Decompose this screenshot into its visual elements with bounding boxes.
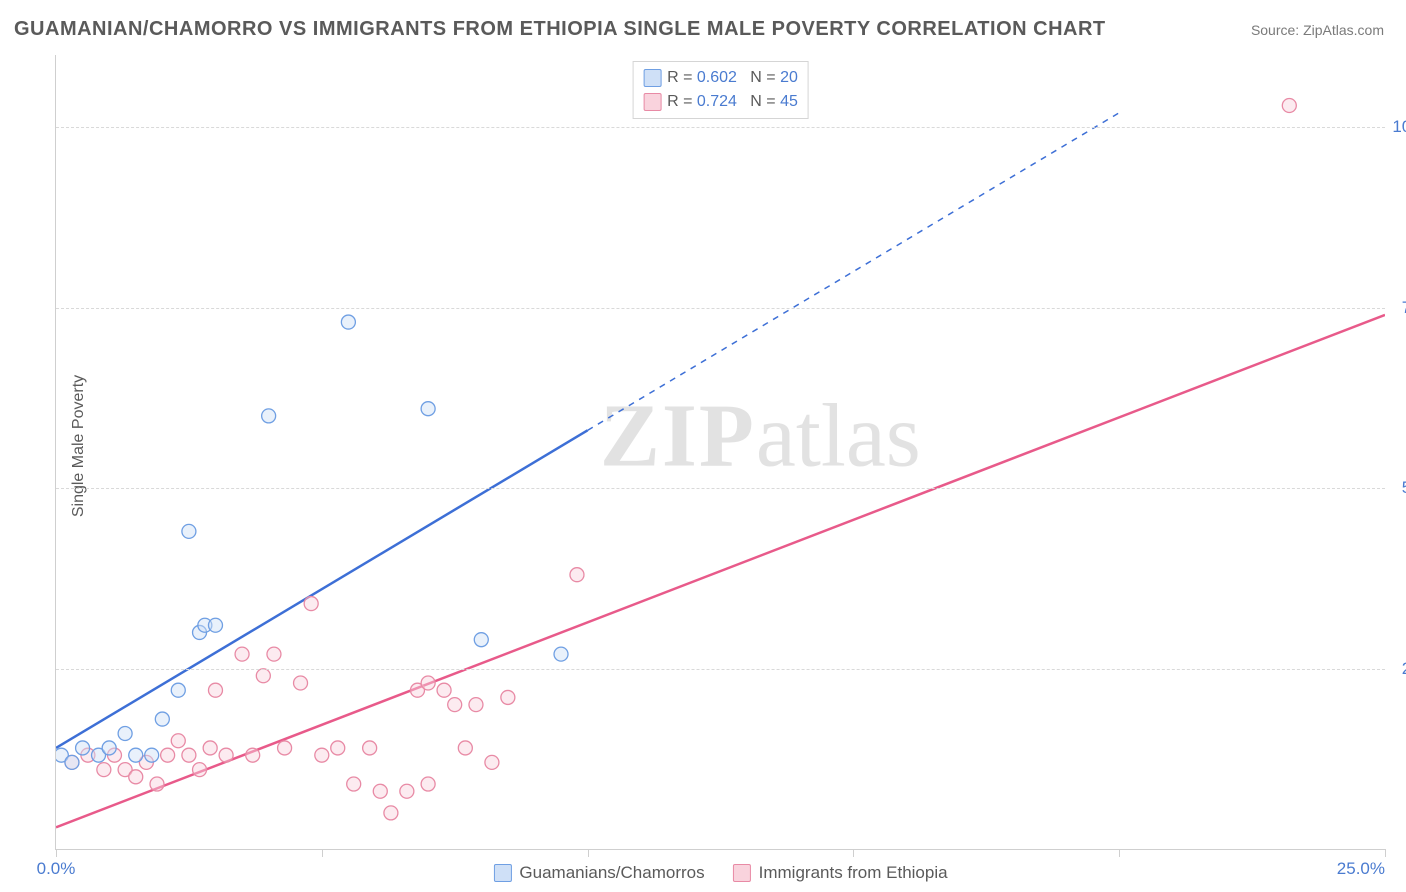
- gridline: [56, 488, 1385, 489]
- y-tick-label: 75.0%: [1402, 298, 1406, 318]
- legend-row: R = 0.724 N = 45: [643, 90, 798, 114]
- legend-item-label: Guamanians/Chamorros: [519, 863, 704, 883]
- source-label: Source: ZipAtlas.com: [1251, 22, 1384, 38]
- legend-swatch-icon: [643, 93, 661, 111]
- x-tick: [1119, 849, 1121, 857]
- x-tick: [1385, 849, 1387, 857]
- plot-area: ZIPatlas R = 0.602 N = 20 R = 0.724 N = …: [55, 55, 1385, 850]
- legend-item: Guamanians/Chamorros: [493, 863, 704, 883]
- y-tick-label: 25.0%: [1402, 659, 1406, 679]
- gridline: [56, 308, 1385, 309]
- x-tick: [853, 849, 855, 857]
- x-tick-label: 25.0%: [1337, 859, 1385, 879]
- legend-swatch-icon: [643, 69, 661, 87]
- scatter-svg: [56, 55, 1385, 849]
- gridline: [56, 669, 1385, 670]
- x-tick: [588, 849, 590, 857]
- legend-item-label: Immigrants from Ethiopia: [759, 863, 948, 883]
- legend-text: R = 0.724 N = 45: [667, 90, 798, 114]
- x-tick: [56, 849, 58, 857]
- legend-row: R = 0.602 N = 20: [643, 66, 798, 90]
- legend-swatch-icon: [493, 864, 511, 882]
- correlation-legend: R = 0.602 N = 20 R = 0.724 N = 45: [632, 61, 809, 119]
- legend-text: R = 0.602 N = 20: [667, 66, 798, 90]
- series-legend: Guamanians/Chamorros Immigrants from Eth…: [493, 863, 947, 883]
- chart-container: GUAMANIAN/CHAMORRO VS IMMIGRANTS FROM ET…: [0, 0, 1406, 892]
- x-tick: [322, 849, 324, 857]
- x-tick-label: 0.0%: [37, 859, 76, 879]
- y-tick-label: 50.0%: [1402, 478, 1406, 498]
- legend-swatch-icon: [733, 864, 751, 882]
- y-tick-label: 100.0%: [1392, 117, 1406, 137]
- legend-item: Immigrants from Ethiopia: [733, 863, 948, 883]
- chart-title: GUAMANIAN/CHAMORRO VS IMMIGRANTS FROM ET…: [14, 18, 1106, 41]
- gridline: [56, 127, 1385, 128]
